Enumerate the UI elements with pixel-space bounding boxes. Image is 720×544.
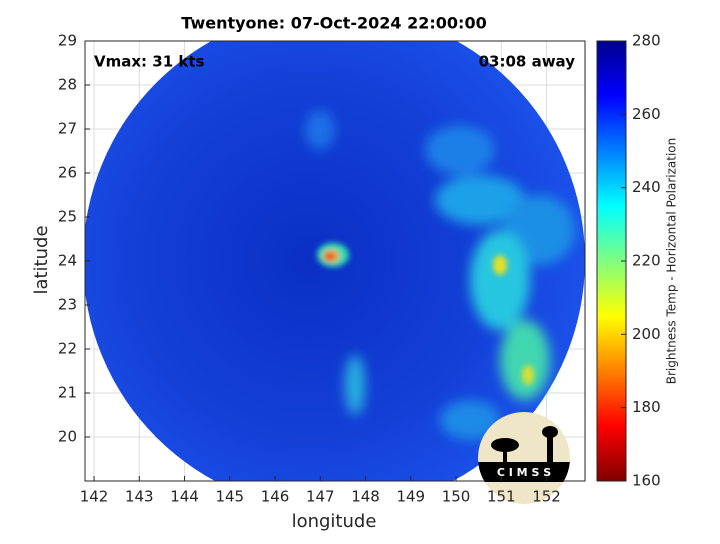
x-tick-label: 143: [125, 488, 154, 506]
y-tick-label: 22: [58, 340, 77, 358]
colorbar-tick-label: 200: [632, 325, 661, 343]
x-tick-label: 149: [396, 488, 425, 506]
cloud-features: [305, 110, 575, 440]
colorbar-tick-label: 220: [632, 252, 661, 270]
chart-title: Twentyone: 07-Oct-2024 22:00:00: [181, 14, 486, 33]
x-tick-label: 151: [487, 488, 516, 506]
colorbar-tick-label: 280: [632, 32, 661, 50]
colorbar-tick-label: 240: [632, 178, 661, 196]
x-tick-label: 142: [80, 488, 109, 506]
storm-core: [317, 243, 534, 385]
colorbar-tick-label: 160: [632, 472, 661, 490]
colorbar-tick-label: 180: [632, 398, 661, 416]
y-axis-label: latitude: [31, 225, 52, 294]
y-tick-label: 23: [58, 296, 77, 314]
logo-text: C I M S S: [497, 466, 551, 479]
x-tick-label: 146: [261, 488, 290, 506]
y-tick-label: 20: [58, 428, 77, 446]
x-tick-label: 145: [215, 488, 244, 506]
x-tick-label: 147: [306, 488, 335, 506]
annotation: 03:08 away: [479, 53, 576, 71]
annotation: Vmax: 31 kts: [94, 53, 204, 71]
x-tick-label: 152: [532, 488, 561, 506]
y-tick-label: 26: [58, 164, 77, 182]
satellite-image: [85, 41, 585, 481]
y-tick-label: 28: [58, 76, 77, 94]
y-tick-label: 24: [58, 252, 77, 270]
x-tick-label: 148: [351, 488, 380, 506]
x-tick-label: 144: [170, 488, 199, 506]
x-axis-label: longitude: [292, 511, 377, 532]
x-tick-label: 150: [442, 488, 471, 506]
y-tick-label: 25: [58, 208, 77, 226]
y-tick-label: 21: [58, 384, 77, 402]
y-tick-label: 27: [58, 120, 77, 138]
y-tick-label: 29: [58, 32, 77, 50]
colorbar-label: Brightness Temp - Horizontal Polarizatio…: [665, 138, 679, 385]
colorbar-tick-label: 260: [632, 105, 661, 123]
